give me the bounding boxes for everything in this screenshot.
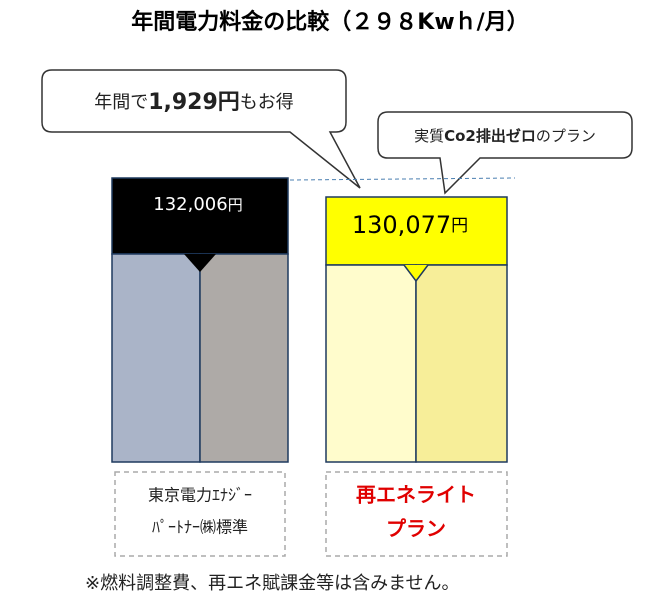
reference-line xyxy=(289,177,516,181)
price-value: 132,006 xyxy=(153,194,227,215)
label-box xyxy=(114,471,286,557)
footnote: ※燃料調整費、再エネ賦課金等は含みません。 xyxy=(85,573,460,594)
bar-half xyxy=(199,253,289,463)
price-box xyxy=(325,196,508,266)
price: 132,006円 xyxy=(153,194,242,215)
callout-bubble xyxy=(377,111,633,195)
callout-text-part: のプラン xyxy=(536,127,596,145)
callout-text-part: 年間で xyxy=(94,92,148,113)
plan-label: 再エネライト xyxy=(356,483,476,507)
price-value: 130,077 xyxy=(352,211,451,239)
notch xyxy=(184,254,216,272)
bar-half xyxy=(415,264,508,463)
title: 年間電力料金の比較（２９８Kwｈ/月） xyxy=(131,9,528,35)
price-box xyxy=(111,177,289,255)
callout-bubble xyxy=(41,69,361,189)
price-unit: 円 xyxy=(228,196,243,214)
notch xyxy=(403,264,429,283)
label-box xyxy=(325,471,508,557)
plan-label: 東京電力ｴﾅｼﾞｰ xyxy=(148,486,252,505)
callout-highlight: 1,929円 xyxy=(148,90,240,115)
plan-label: プラン xyxy=(386,517,446,541)
callout-text-part: 実質 xyxy=(414,127,444,145)
price: 130,077円 xyxy=(352,211,468,239)
price-unit: 円 xyxy=(451,216,468,236)
callout-highlight: Co2排出ゼロ xyxy=(444,127,536,145)
bar-half xyxy=(325,264,417,463)
callout-text: 年間で1,929円もお得 xyxy=(94,90,294,115)
callout-text: 実質Co2排出ゼロのプラン xyxy=(414,127,596,145)
callout-text-part: もお得 xyxy=(240,92,294,113)
bar-half xyxy=(111,253,201,463)
plan-label: ﾊﾟｰﾄﾅｰ㈱標準 xyxy=(152,518,248,537)
